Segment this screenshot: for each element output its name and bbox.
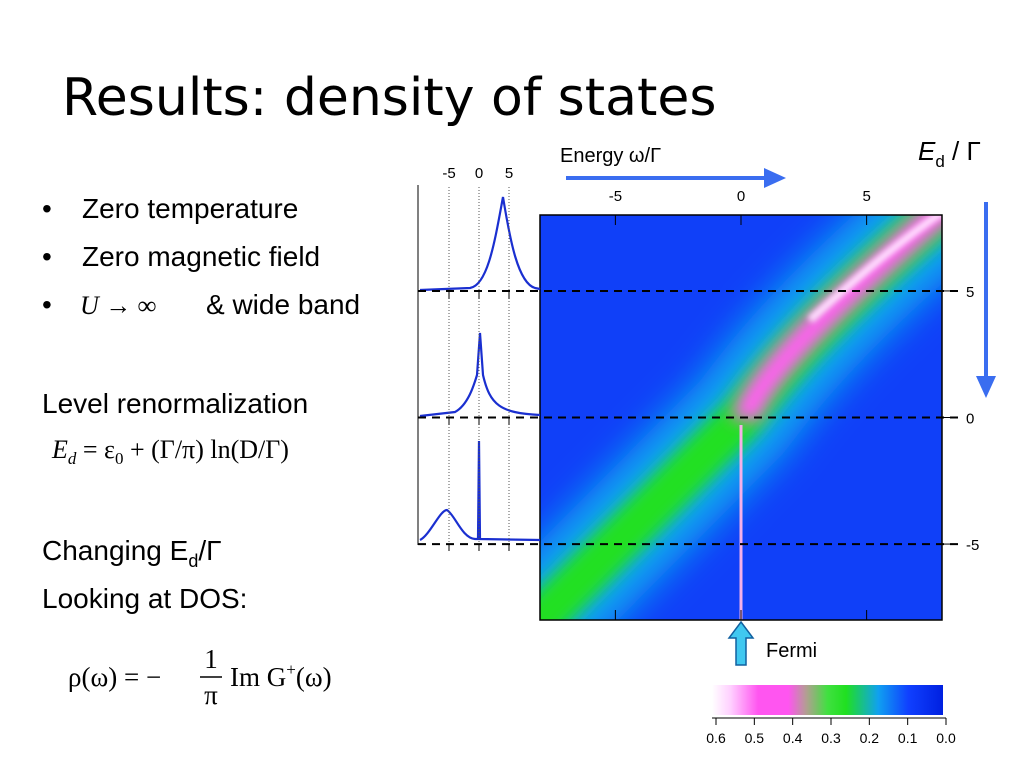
math: U → ∞ [80, 291, 156, 320]
colorbar-tick-label: 0.5 [745, 730, 765, 746]
y-tick-label: 5 [966, 284, 974, 301]
slide-title: Results: density of states [62, 68, 716, 128]
bullet-symbol: • [42, 241, 52, 272]
label-part: / Γ [945, 136, 981, 166]
colorbar-tick-label: 0.4 [783, 730, 803, 746]
formula-part: E [51, 435, 68, 464]
fermi-arrow [727, 620, 755, 666]
x-tick-label: 5 [862, 188, 870, 205]
y-tick-label: -5 [966, 537, 979, 554]
bullets: • Zero temperature • Zero magnetic field… [42, 193, 360, 710]
colorbar-tick-label: 0.2 [860, 730, 880, 746]
formula-part: Im G+(ω) [230, 660, 332, 692]
bullet: Zero magnetic field [82, 241, 320, 272]
formula-part: + (Γ/π) ln(D/Γ) [123, 435, 288, 464]
formula-part: 1 [204, 644, 218, 674]
x-axis-label: Energy ω/Γ [560, 145, 661, 167]
colorbar-tick-label: 0.1 [898, 730, 918, 746]
y-tick-label: 0 [966, 411, 974, 428]
formula: Ed = ε0 + (Γ/π) ln(D/Γ) [51, 435, 289, 468]
text: Changing Ed/Γ [42, 535, 222, 571]
colorbar-tick-label: 0.3 [821, 730, 841, 746]
bullet: Zero temperature [82, 193, 298, 224]
formula-part: π [204, 680, 218, 710]
bullet-symbol: • [42, 289, 52, 320]
formula-part: 0 [115, 449, 124, 468]
colorbar-tick-label: 0.6 [706, 730, 726, 746]
colorbar [712, 685, 943, 715]
heading: Level renormalization [42, 388, 308, 419]
formula-part: d [68, 449, 77, 468]
bullet: & wide band [206, 289, 360, 320]
fermi-label: Fermi [766, 640, 817, 662]
dos-formula: ρ(ω) = − 1 π Im G+(ω) [68, 644, 332, 710]
panel-tick-label: 0 [475, 165, 483, 182]
heatmap [540, 215, 942, 620]
label-part: E [918, 136, 936, 166]
panel-tick-label: -5 [442, 165, 455, 182]
y-axis-label: Ed / Γ [918, 136, 981, 171]
dos-curves [419, 196, 541, 542]
formula-part: (ω) [296, 662, 332, 692]
x-tick-label: 0 [737, 188, 745, 205]
x-tick-label: -5 [609, 188, 622, 205]
text-part: Changing E [42, 535, 188, 566]
formula-part: ρ(ω) = − [68, 662, 161, 692]
text-part: d [188, 551, 198, 571]
text: Looking at DOS: [42, 583, 247, 614]
colorbar-tick-label: 0.0 [936, 730, 956, 746]
arrow-head [976, 376, 996, 398]
bullet-symbol: • [42, 193, 52, 224]
label-part: d [935, 152, 944, 171]
formula-part: + [286, 660, 296, 679]
panel-tick-label: 5 [505, 165, 513, 182]
text-part: /Γ [198, 535, 221, 566]
formula-part: = ε [76, 435, 115, 464]
arrow-head [764, 168, 786, 188]
formula-part: Im G [230, 662, 286, 692]
